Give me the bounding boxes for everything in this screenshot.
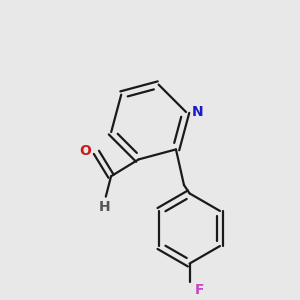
Text: F: F — [195, 283, 204, 297]
Text: N: N — [192, 105, 204, 119]
Text: H: H — [99, 200, 110, 214]
Text: O: O — [80, 144, 92, 158]
